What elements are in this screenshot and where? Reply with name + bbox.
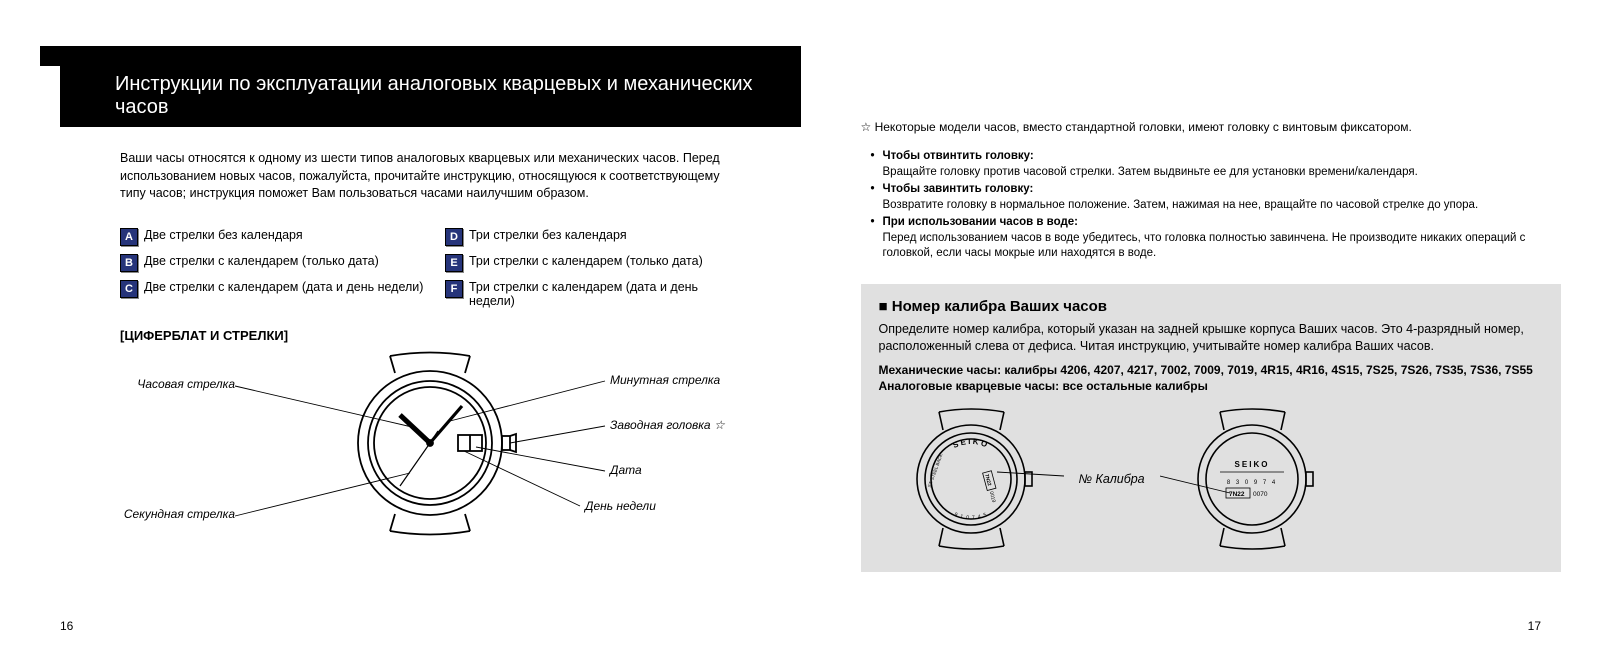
caseback-diagram-1: SEIKO 9 1 0 7 4 5 ST. STEEL BACK 7N22 00… bbox=[879, 404, 1064, 554]
numbers-text: 9 1 0 7 4 5 bbox=[953, 512, 988, 521]
watch-type-grid: A Две стрелки без календаря D Три стрелк… bbox=[120, 228, 741, 308]
box-bold2: Аналоговые кварцевые часы: все остальные… bbox=[879, 378, 1544, 394]
box-body: Определите номер калибра, который указан… bbox=[879, 321, 1544, 356]
type-box-b: B bbox=[120, 254, 138, 272]
type-item-b: B Две стрелки с календарем (только дата) bbox=[120, 254, 445, 272]
type-box-c: C bbox=[120, 280, 138, 298]
type-item-c: C Две стрелки с календарем (дата и день … bbox=[120, 280, 445, 308]
type-box-f: F bbox=[445, 280, 463, 298]
num-text: 8 3 0 9 7 4 bbox=[1226, 480, 1276, 486]
intro-paragraph: Ваши часы относятся к одному из шести ти… bbox=[120, 150, 721, 203]
bullet-list: Чтобы отвинтить головку: Вращайте головк… bbox=[883, 149, 1562, 262]
watch-diagram: Часовая стрелка Секундная стрелка Минутн… bbox=[120, 351, 760, 536]
cal2-text: 0019 bbox=[987, 491, 996, 504]
label-crown: Заводная головка ☆ bbox=[610, 418, 725, 432]
bullet-term: При использовании часов в воде: bbox=[883, 216, 1078, 228]
label-minute: Минутная стрелка bbox=[610, 373, 720, 387]
box-title: Номер калибра Ваших часов bbox=[879, 298, 1544, 315]
type-text: Две стрелки с календарем (только дата) bbox=[144, 254, 379, 268]
bullet-unscrew: Чтобы отвинтить головку: Вращайте головк… bbox=[883, 149, 1562, 180]
page-17: ☆ Некоторые модели часов, вместо стандар… bbox=[801, 0, 1601, 663]
type-text: Три стрелки с календарем (только дата) bbox=[469, 254, 703, 268]
brand-text: SEIKO bbox=[951, 437, 990, 450]
dial-heading: [ЦИФЕРБЛАТ И СТРЕЛКИ] bbox=[120, 328, 741, 343]
header-title: Инструкции по эксплуатации аналоговых кв… bbox=[115, 73, 801, 119]
caseback-diagram-2: SEIKO 8 3 0 9 7 4 7N22 0070 bbox=[1160, 404, 1345, 554]
label-day: День недели bbox=[585, 499, 656, 513]
label-hour: Часовая стрелка bbox=[120, 377, 235, 391]
caliber-box: Номер калибра Ваших часов Определите ном… bbox=[861, 284, 1562, 572]
type-item-e: E Три стрелки с календарем (только дата) bbox=[445, 254, 745, 272]
bullet-water: При использовании часов в воде: Перед ис… bbox=[883, 215, 1562, 262]
svg-text:9 1 0 7 4 5: 9 1 0 7 4 5 bbox=[953, 512, 988, 521]
box-bold1: Механические часы: калибры 4206, 4207, 4… bbox=[879, 362, 1544, 378]
star-note: ☆ Некоторые модели часов, вместо стандар… bbox=[861, 120, 1562, 134]
bullet-body: Перед использованием часов в воде убедит… bbox=[883, 232, 1526, 260]
brand-text: SEIKO bbox=[1234, 460, 1269, 469]
type-box-d: D bbox=[445, 228, 463, 246]
type-box-a: A bbox=[120, 228, 138, 246]
caliber-label: № Калибра bbox=[1079, 472, 1145, 486]
bullet-screw: Чтобы завинтить головку: Возвратите голо… bbox=[883, 182, 1562, 213]
type-text: Две стрелки с календарем (дата и день не… bbox=[144, 280, 423, 294]
page-number-left: 16 bbox=[60, 619, 73, 633]
label-second: Секундная стрелка bbox=[120, 507, 235, 521]
bullet-term: Чтобы завинтить головку: bbox=[883, 183, 1034, 195]
cal-text: 7N22 bbox=[1229, 491, 1245, 498]
caseback-row: SEIKO 9 1 0 7 4 5 ST. STEEL BACK 7N22 00… bbox=[879, 404, 1544, 554]
label-date: Дата bbox=[610, 463, 642, 477]
bullet-body: Возвратите головку в нормальное положени… bbox=[883, 199, 1479, 211]
bullet-body: Вращайте головку против часовой стрелки.… bbox=[883, 166, 1418, 178]
type-text: Две стрелки без календаря bbox=[144, 228, 303, 242]
bullet-term: Чтобы отвинтить головку: bbox=[883, 150, 1034, 162]
page-number-right: 17 bbox=[1528, 619, 1541, 633]
svg-text:SEIKO: SEIKO bbox=[951, 437, 990, 450]
header-bar: Инструкции по эксплуатации аналоговых кв… bbox=[60, 52, 801, 127]
type-text: Три стрелки без календаря bbox=[469, 228, 627, 242]
type-item-f: F Три стрелки с календарем (дата и день … bbox=[445, 280, 745, 308]
type-box-e: E bbox=[445, 254, 463, 272]
type-item-d: D Три стрелки без календаря bbox=[445, 228, 745, 246]
type-text: Три стрелки с календарем (дата и день не… bbox=[469, 280, 745, 308]
page-16: Инструкции по эксплуатации аналоговых кв… bbox=[0, 0, 801, 663]
cal2-text: 0070 bbox=[1253, 491, 1268, 498]
type-item-a: A Две стрелки без календаря bbox=[120, 228, 445, 246]
